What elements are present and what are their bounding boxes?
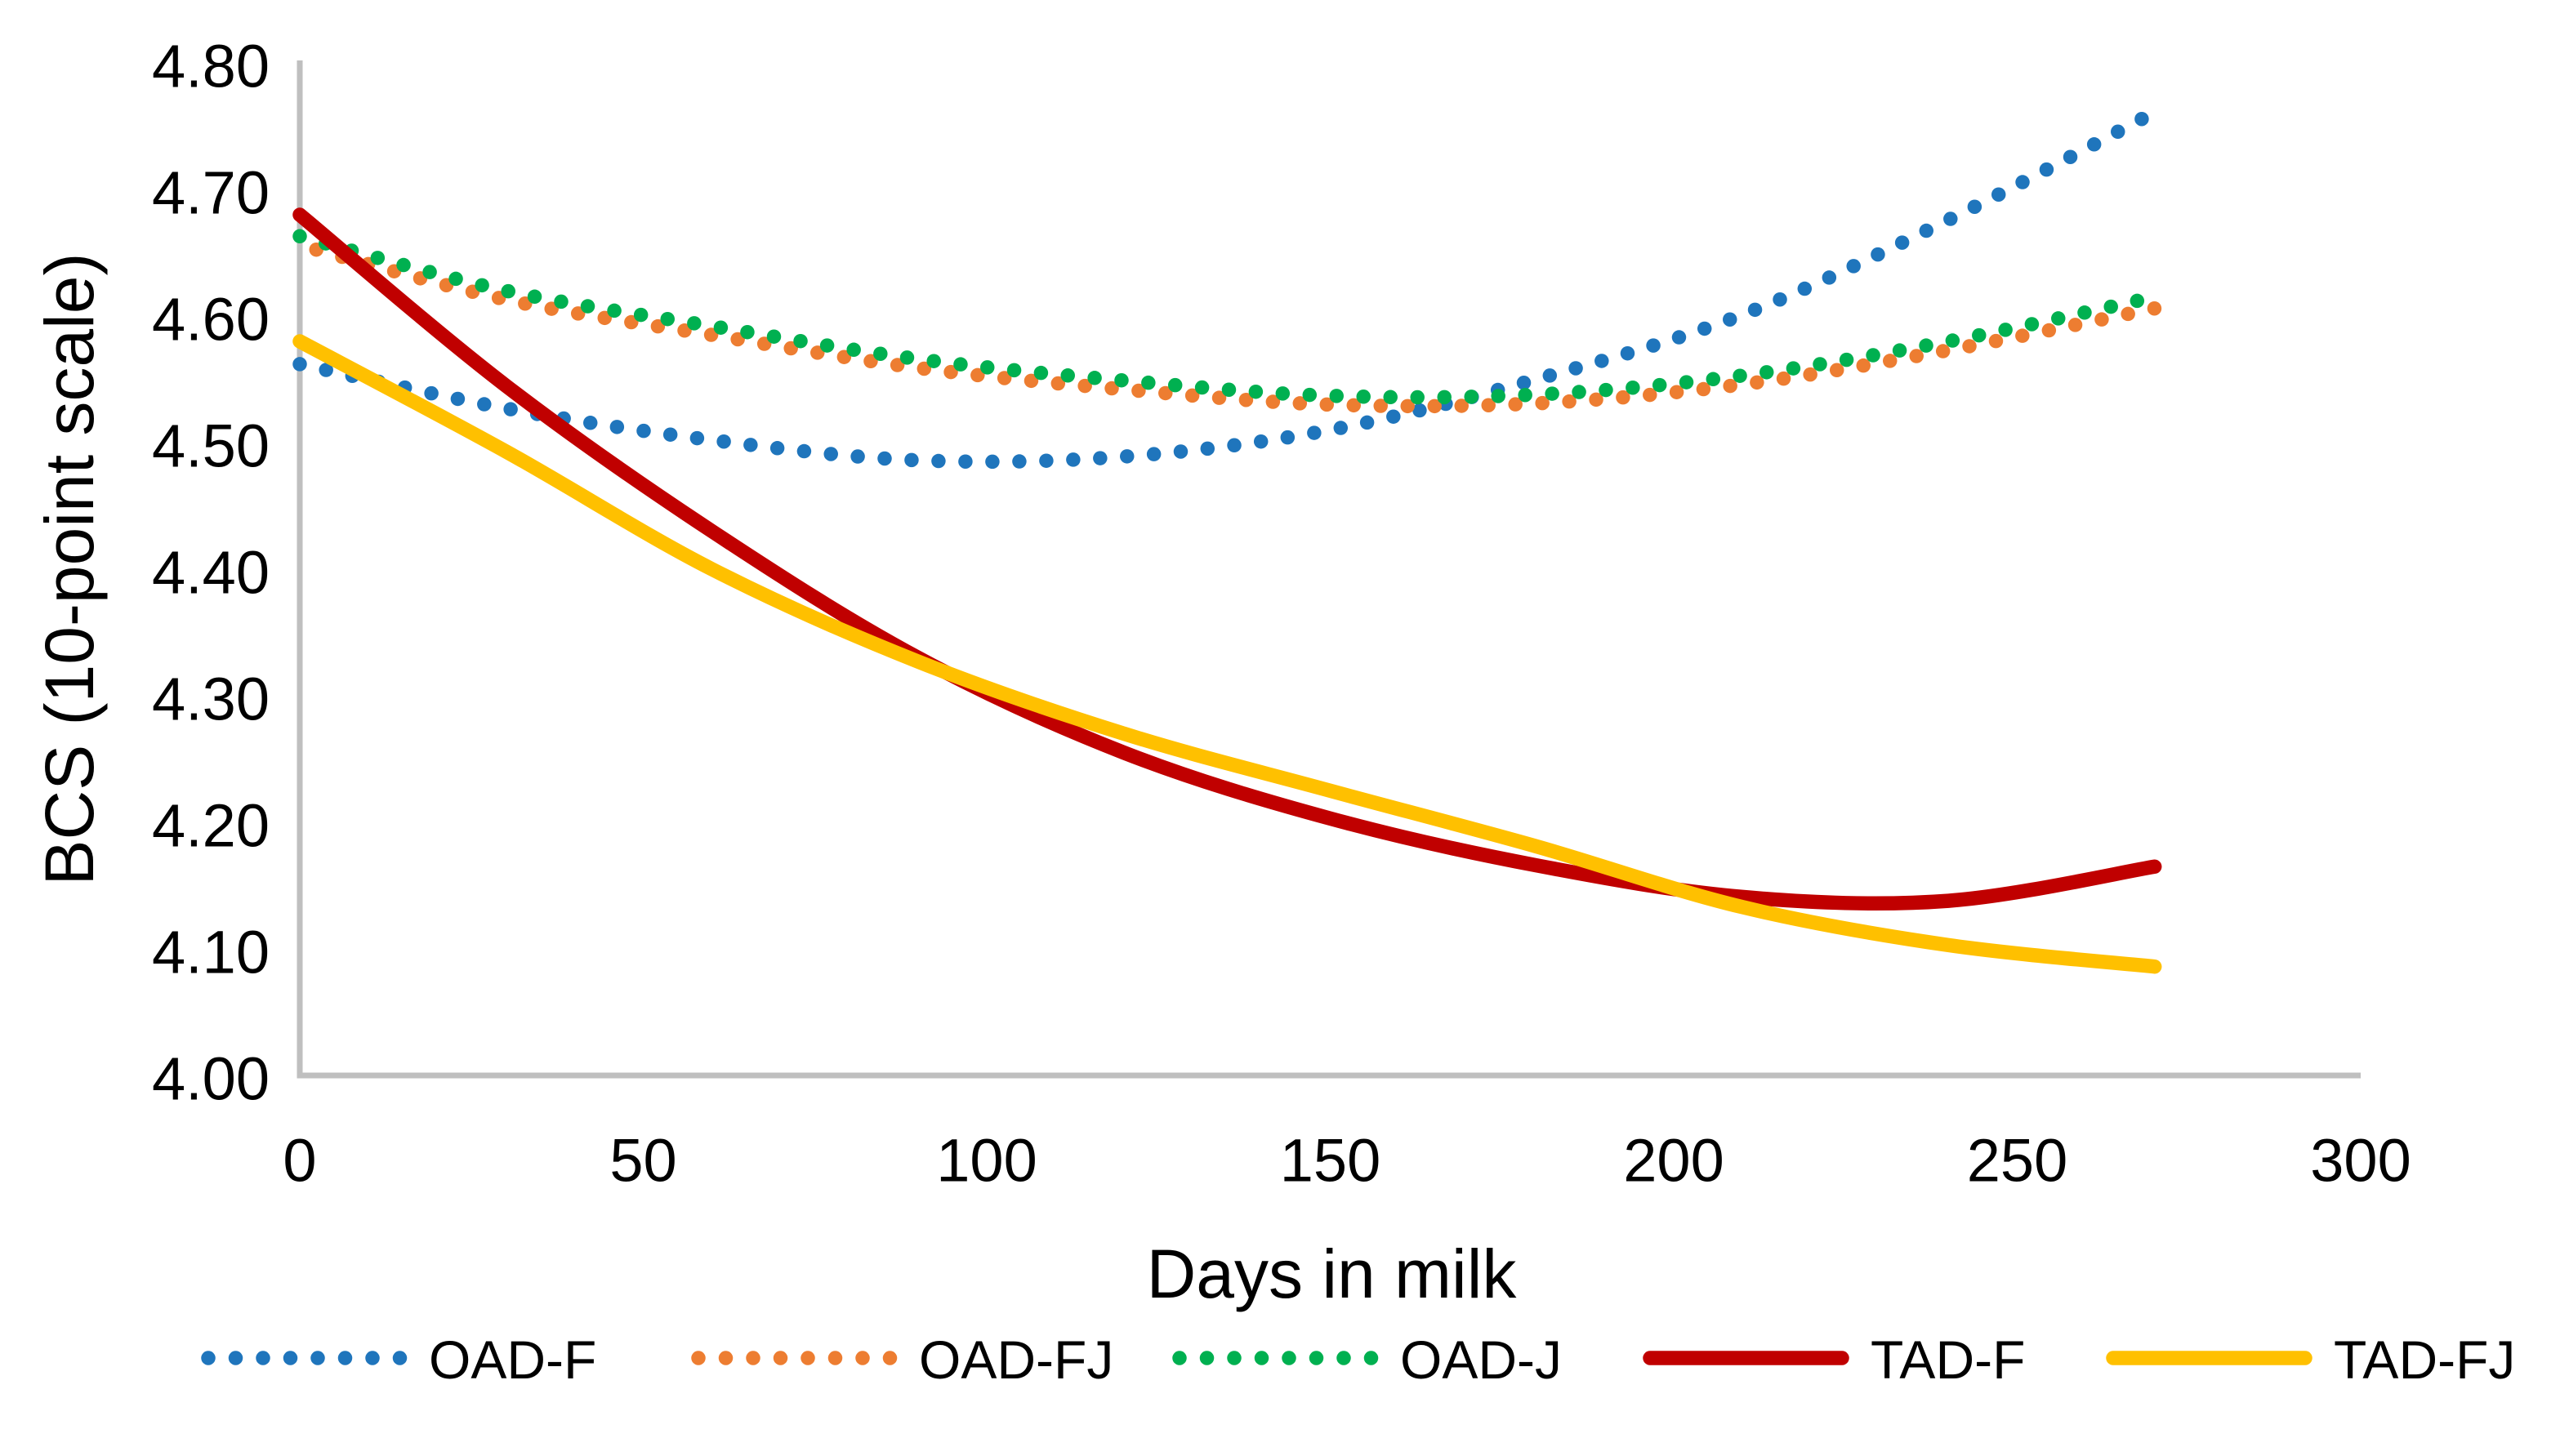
y-tick-label: 4.70 xyxy=(152,159,270,227)
y-tick-label: 4.40 xyxy=(152,539,270,607)
x-tick-label: 0 xyxy=(283,1127,316,1195)
legend-item-OAD-J: OAD-J xyxy=(1172,1329,1562,1390)
legend-label-OAD-FJ: OAD-FJ xyxy=(919,1329,1113,1390)
y-tick-label: 4.10 xyxy=(152,919,270,986)
y-tick-label: 4.50 xyxy=(152,412,270,480)
series-curve-OAD-FJ xyxy=(292,238,2162,414)
series-curve-TAD-F xyxy=(292,207,2162,911)
x-tick-label: 200 xyxy=(1623,1127,1724,1195)
y-tick-label: 4.30 xyxy=(152,666,270,733)
legend-label-OAD-F: OAD-F xyxy=(429,1329,596,1390)
y-tick-label: 4.60 xyxy=(152,286,270,354)
x-tick-label: 250 xyxy=(1967,1127,2067,1195)
legend-item-OAD-F: OAD-F xyxy=(201,1329,596,1390)
y-axis-title: BCS (10-point scale) xyxy=(31,253,108,886)
legend-label-OAD-J: OAD-J xyxy=(1400,1329,1562,1390)
x-axis-title: Days in milk xyxy=(1147,1236,1518,1312)
legend-label-TAD-F: TAD-F xyxy=(1871,1329,2025,1390)
y-tick-label: 4.80 xyxy=(152,33,270,100)
series-curve-TAD-FJ xyxy=(292,334,2162,974)
series-curve-OAD-F xyxy=(292,105,2162,470)
legend-label-TAD-FJ: TAD-FJ xyxy=(2334,1329,2515,1390)
x-tick-label: 150 xyxy=(1280,1127,1380,1195)
legend: OAD-F OAD-FJ OAD-J TAD-F TAD-FJ xyxy=(201,1329,2515,1390)
series-curve-OAD-J xyxy=(292,229,2162,405)
y-tick-label: 4.00 xyxy=(152,1045,270,1113)
legend-item-OAD-FJ: OAD-FJ xyxy=(691,1329,1113,1390)
x-tick-label: 100 xyxy=(936,1127,1037,1195)
y-tick-label: 4.20 xyxy=(152,792,270,860)
legend-item-TAD-FJ: TAD-FJ xyxy=(2106,1329,2515,1390)
legend-item-TAD-F: TAD-F xyxy=(1643,1329,2025,1390)
series-curves xyxy=(292,105,2162,974)
x-tick-label: 300 xyxy=(2310,1127,2411,1195)
axes xyxy=(297,60,2361,1079)
x-tick-label: 50 xyxy=(609,1127,676,1195)
tick-labels: 4.00 4.10 4.20 4.30 4.40 4.50 4.60 4.70 4.80 0 50 1… xyxy=(152,33,2411,1195)
